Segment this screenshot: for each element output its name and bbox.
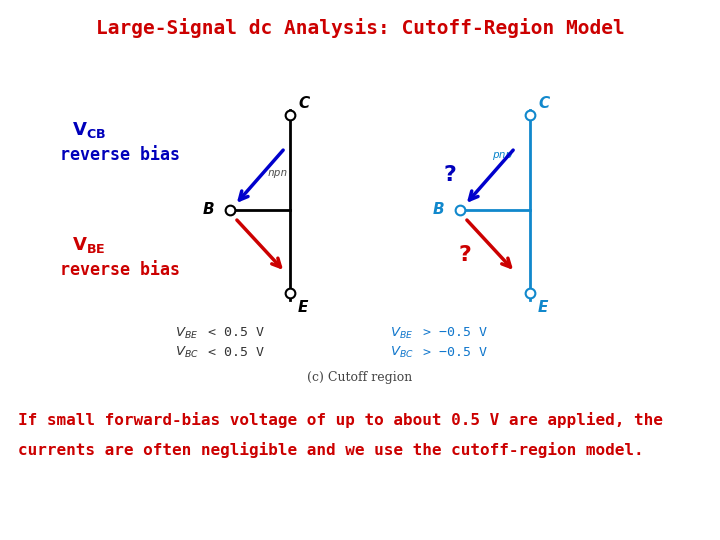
Text: $V_{BE}$: $V_{BE}$ — [390, 326, 413, 341]
Text: reverse bias: reverse bias — [60, 261, 180, 279]
Text: $V_{BE}$: $V_{BE}$ — [175, 326, 198, 341]
Text: ?: ? — [444, 165, 456, 185]
Text: > −0.5 V: > −0.5 V — [423, 327, 487, 340]
Text: < 0.5 V: < 0.5 V — [208, 346, 264, 359]
Text: > −0.5 V: > −0.5 V — [423, 346, 487, 359]
Text: currents are often negligible and we use the cutoff-region model.: currents are often negligible and we use… — [18, 442, 644, 458]
Text: Large-Signal dc Analysis: Cutoff-Region Model: Large-Signal dc Analysis: Cutoff-Region … — [96, 18, 624, 38]
Text: $\mathbf{V_{BE}}$: $\mathbf{V_{BE}}$ — [72, 235, 105, 255]
Text: < 0.5 V: < 0.5 V — [208, 327, 264, 340]
Text: $V_{BC}$: $V_{BC}$ — [390, 345, 414, 360]
Text: npn: npn — [268, 168, 288, 178]
Text: pnp: pnp — [492, 150, 512, 160]
Text: ?: ? — [459, 245, 472, 265]
Text: E: E — [538, 300, 549, 315]
Text: (c) Cutoff region: (c) Cutoff region — [307, 372, 413, 384]
Text: B: B — [202, 202, 214, 218]
Text: reverse bias: reverse bias — [60, 146, 180, 164]
Text: E: E — [298, 300, 308, 315]
Text: $V_{BC}$: $V_{BC}$ — [175, 345, 199, 360]
Text: C: C — [298, 96, 310, 111]
Text: If small forward-bias voltage of up to about 0.5 V are applied, the: If small forward-bias voltage of up to a… — [18, 412, 663, 428]
Text: C: C — [538, 96, 549, 111]
Text: B: B — [433, 202, 444, 218]
Text: $\mathbf{V_{CB}}$: $\mathbf{V_{CB}}$ — [72, 120, 106, 140]
